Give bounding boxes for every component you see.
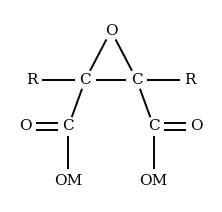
Text: C: C	[80, 73, 91, 86]
Text: O: O	[105, 24, 117, 38]
Text: OM: OM	[139, 174, 168, 188]
Text: O: O	[190, 119, 202, 133]
Text: C: C	[63, 119, 74, 133]
Text: O: O	[20, 119, 32, 133]
Text: C: C	[148, 119, 159, 133]
Text: R: R	[184, 73, 196, 86]
Text: R: R	[26, 73, 38, 86]
Text: OM: OM	[54, 174, 83, 188]
Text: C: C	[131, 73, 142, 86]
